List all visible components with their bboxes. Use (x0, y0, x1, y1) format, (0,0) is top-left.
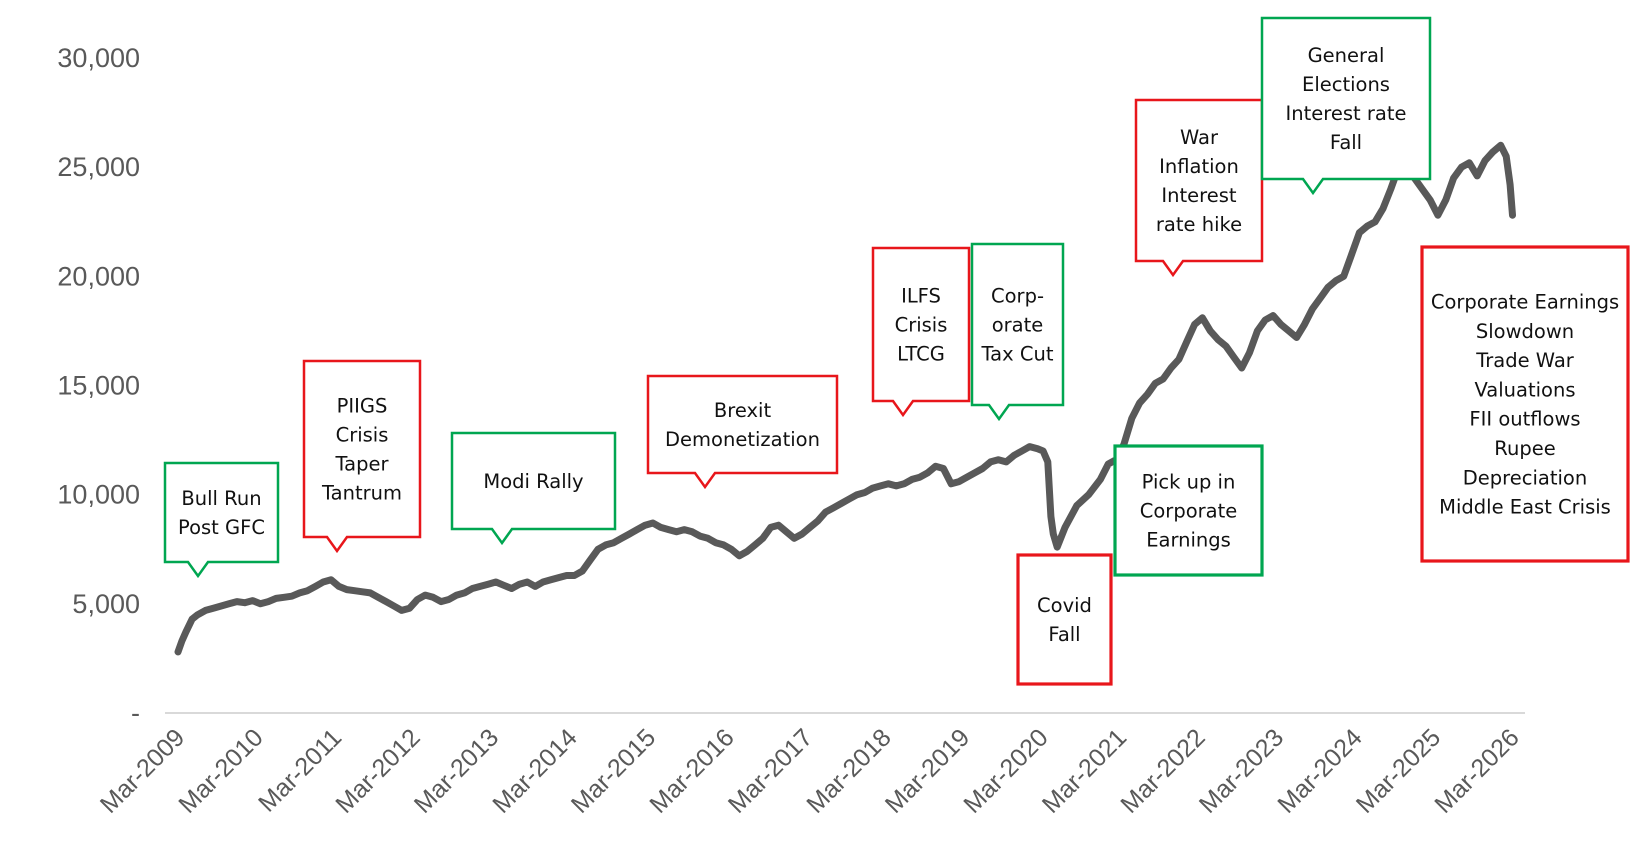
callout-text: FII outflows (1469, 408, 1580, 431)
callout-text: Bull Run (181, 487, 261, 510)
callout-text: Inflation (1159, 155, 1239, 178)
x-tick-label: Mar-2015 (566, 723, 661, 818)
y-tick-label: 25,000 (57, 152, 140, 182)
callout-text: Covid (1037, 594, 1092, 617)
x-tick-label: Mar-2017 (723, 723, 818, 818)
callout-box (302, 359, 422, 554)
callout-text: Tantrum (321, 482, 402, 505)
annotation-callout: ILFS Crisis LTCG (871, 246, 971, 418)
callout-text: Brexit (714, 399, 772, 422)
callout-box (1016, 553, 1113, 686)
callout-text: Tax Cut (981, 343, 1054, 366)
y-tick-label: 15,000 (57, 371, 140, 401)
callout-text: Trade War (1475, 349, 1575, 372)
y-tick-label: 10,000 (57, 480, 140, 510)
plot-area (174, 141, 1516, 656)
callout-box (163, 461, 280, 579)
x-tick-label: Mar-2009 (95, 723, 190, 818)
annotation-callout: War Inflation Interest rate hike (1134, 98, 1264, 278)
callout-text: Interest rate (1286, 102, 1407, 125)
annotation-callout: Corporate Earnings Slowdown Trade War Valua… (1420, 245, 1630, 563)
callout-text: Middle East Crisis (1439, 496, 1611, 519)
callout-box (970, 242, 1065, 422)
annotation-callout: Pick up in Corporate Earnings (1113, 444, 1264, 577)
callout-text: Post GFC (178, 516, 265, 539)
x-tick-label: Mar-2016 (644, 723, 739, 818)
annotation-callout: PIIGS Crisis Taper Tantrum (302, 359, 422, 554)
y-tick-label: 30,000 (57, 43, 140, 73)
callout-box (450, 431, 617, 546)
callout-text: rate hike (1156, 213, 1242, 236)
x-tick-label: Mar-2024 (1272, 723, 1368, 819)
x-tick-label: Mar-2023 (1194, 723, 1289, 818)
callout-text: Corporate Earnings (1431, 290, 1619, 313)
callout-box (646, 374, 839, 490)
callout-text: Rupee (1494, 437, 1555, 460)
annotation-callout: Covid Fall (1016, 553, 1113, 686)
x-tick-label: Mar-2018 (801, 723, 896, 818)
x-tick-label: Mar-2020 (958, 723, 1053, 818)
callout-box (1113, 444, 1264, 577)
annotations: Bull Run Post GFC PIIGS Crisis Taper Tantrum M… (163, 16, 1630, 686)
y-tick-label: 20,000 (57, 261, 140, 291)
callout-text: War (1180, 126, 1219, 149)
callout-text: General (1308, 44, 1385, 67)
x-tick-label: Mar-2026 (1429, 723, 1524, 818)
callout-box (1260, 16, 1432, 196)
x-tick-label: Mar-2022 (1115, 723, 1210, 818)
callout-text: Slowdown (1476, 320, 1574, 343)
callout-text: Fall (1330, 131, 1362, 154)
annotation-callout: Bull Run Post GFC (163, 461, 280, 579)
x-axis: Mar-2009Mar-2010Mar-2011Mar-2012Mar-2013… (95, 723, 1525, 819)
callout-text: PIIGS (337, 395, 388, 418)
y-tick-label: - (131, 698, 140, 728)
annotation-callout: Modi Rally (450, 431, 617, 546)
annotation-callout: Corp-orate Tax Cut (970, 242, 1065, 422)
callout-text: Taper (334, 453, 389, 476)
callout-text: Crisis (336, 424, 389, 447)
callout-text: Modi Rally (483, 470, 583, 493)
callout-text: Elections (1302, 73, 1390, 96)
callout-text: Valuations (1474, 378, 1575, 401)
y-tick-label: 5,000 (72, 589, 140, 619)
annotation-callout: General Elections Interest rate Fall (1260, 16, 1432, 196)
annotation-callout: Brexit Demonetization (646, 374, 839, 490)
x-tick-label: Mar-2014 (487, 723, 583, 819)
x-tick-label: Mar-2012 (330, 723, 425, 818)
x-tick-label: Mar-2013 (409, 723, 504, 818)
callout-text: orate (992, 314, 1044, 337)
x-tick-label: Mar-2025 (1351, 723, 1446, 818)
y-axis: - 5,000 10,000 15,000 20,000 25,000 30,000 (57, 43, 140, 728)
callout-text: Depreciation (1463, 466, 1587, 489)
callout-text: ILFS (901, 285, 941, 308)
callout-text: Interest (1161, 184, 1236, 207)
callout-text: Corp- (991, 285, 1044, 308)
callout-text: Earnings (1146, 529, 1231, 552)
callout-text: Pick up in (1142, 471, 1236, 494)
callout-text: LTCG (897, 343, 945, 366)
callout-text: Crisis (895, 314, 948, 337)
index-line (174, 141, 1516, 656)
callout-text: Corporate (1140, 500, 1237, 523)
x-tick-label: Mar-2019 (880, 723, 975, 818)
x-tick-label: Mar-2011 (253, 723, 347, 817)
callout-box (871, 246, 971, 418)
x-tick-label: Mar-2021 (1037, 723, 1132, 818)
callout-box (1420, 245, 1630, 563)
callout-text: Fall (1048, 623, 1080, 646)
callout-text: Demonetization (665, 428, 820, 451)
x-tick-label: Mar-2010 (173, 723, 268, 818)
